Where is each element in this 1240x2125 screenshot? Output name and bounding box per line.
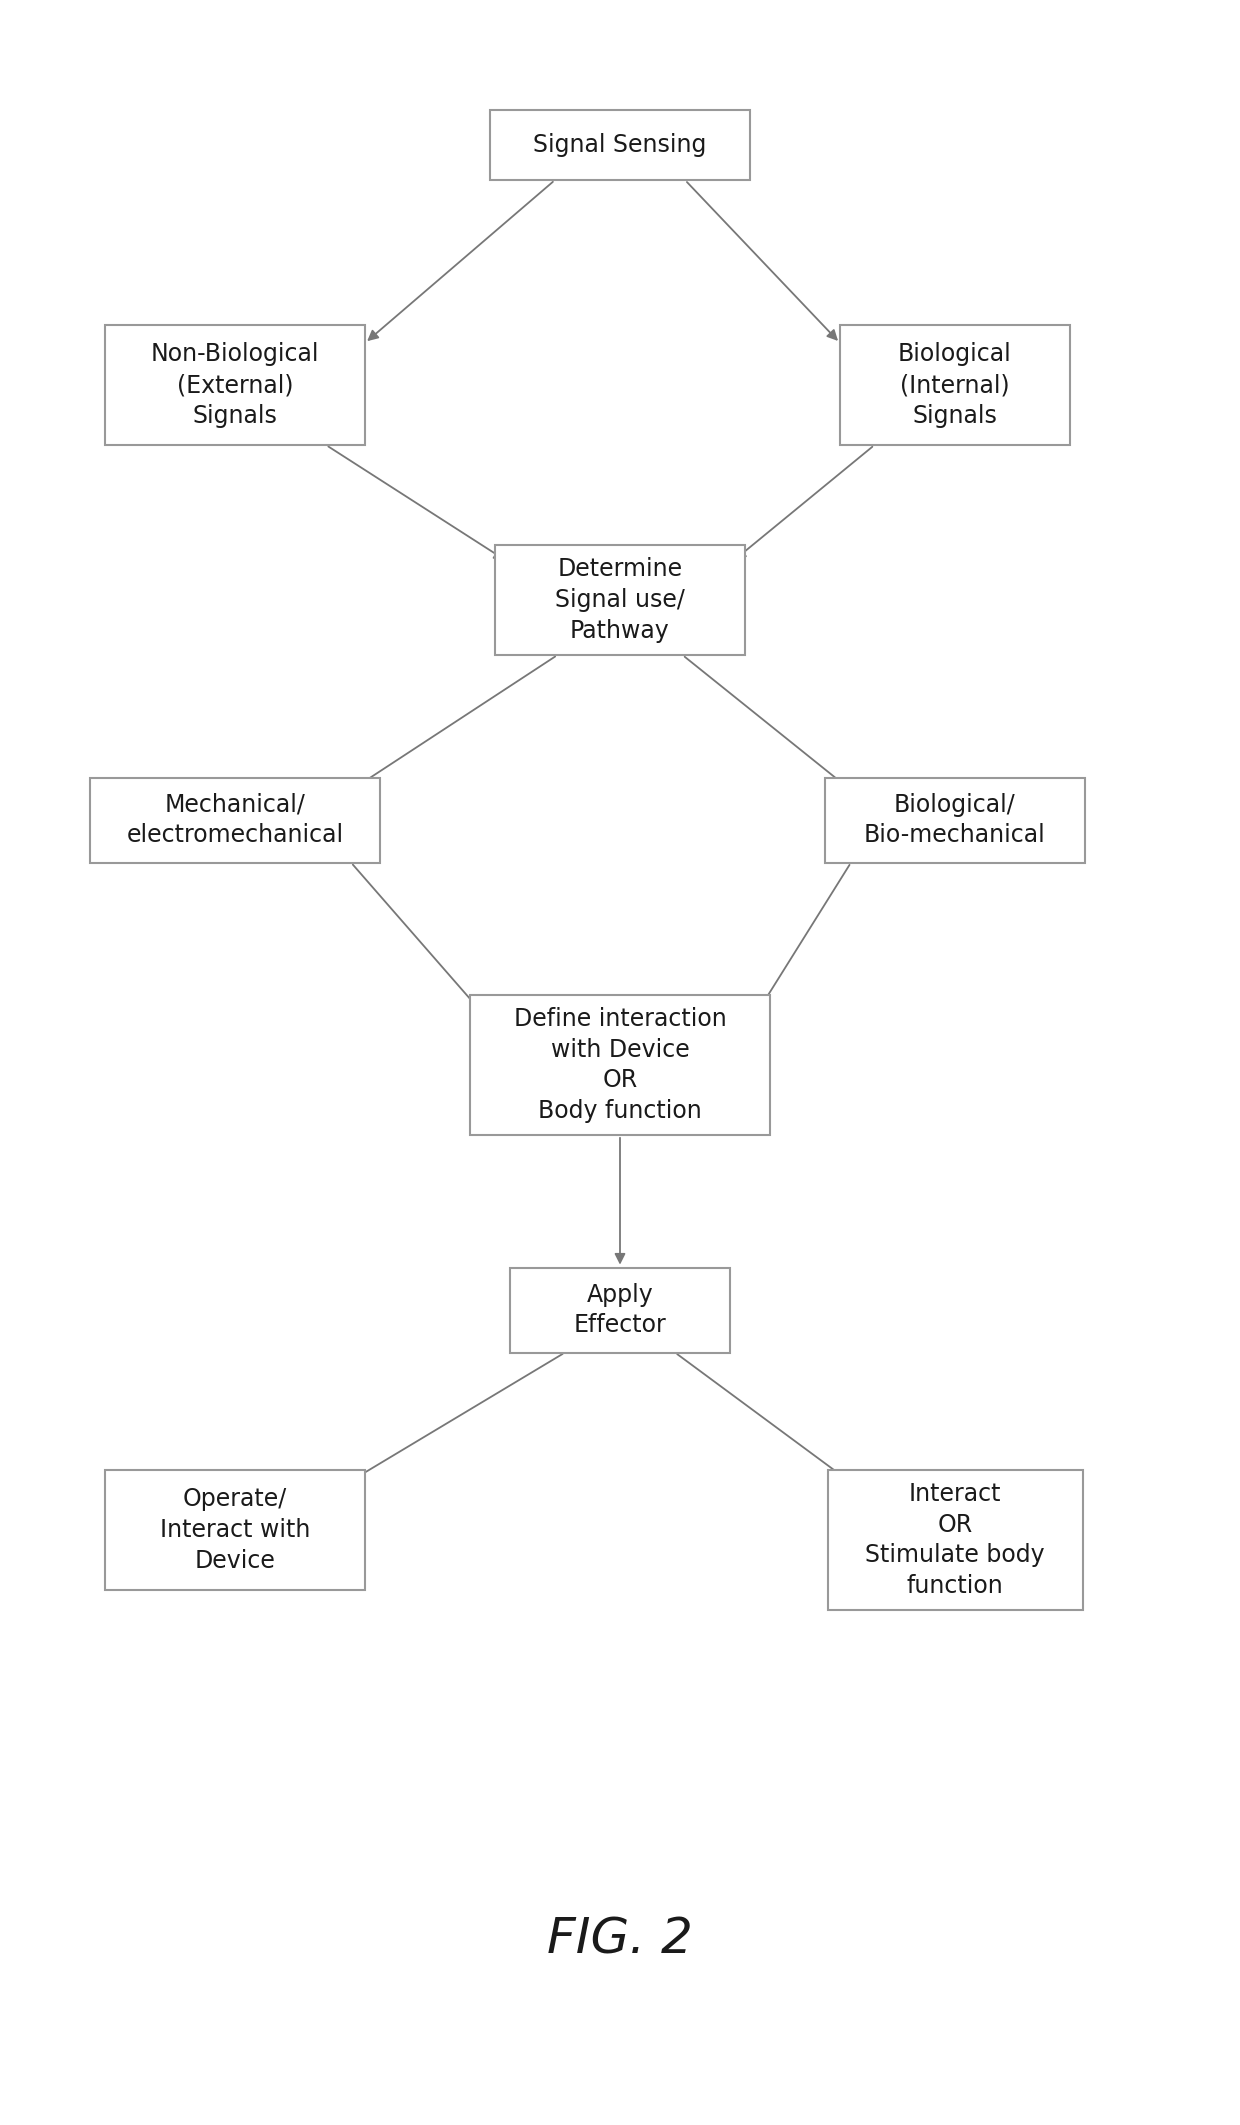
FancyBboxPatch shape — [510, 1266, 730, 1352]
Text: Define interaction
with Device
OR
Body function: Define interaction with Device OR Body f… — [513, 1007, 727, 1122]
Text: Biological/
Bio-mechanical: Biological/ Bio-mechanical — [864, 793, 1045, 848]
Text: FIG. 2: FIG. 2 — [547, 1917, 693, 1964]
Text: Apply
Effector: Apply Effector — [574, 1284, 666, 1337]
FancyBboxPatch shape — [105, 325, 365, 444]
Text: Interact
OR
Stimulate body
function: Interact OR Stimulate body function — [866, 1481, 1045, 1598]
FancyBboxPatch shape — [839, 325, 1070, 444]
FancyBboxPatch shape — [825, 778, 1085, 863]
FancyBboxPatch shape — [827, 1470, 1083, 1611]
Text: Biological
(Internal)
Signals: Biological (Internal) Signals — [898, 342, 1012, 427]
FancyBboxPatch shape — [490, 110, 750, 181]
FancyBboxPatch shape — [105, 1470, 365, 1590]
Text: Mechanical/
electromechanical: Mechanical/ electromechanical — [126, 793, 343, 848]
Text: Operate/
Interact with
Device: Operate/ Interact with Device — [160, 1488, 310, 1572]
FancyBboxPatch shape — [470, 995, 770, 1135]
Text: Signal Sensing: Signal Sensing — [533, 134, 707, 157]
Text: Non-Biological
(External)
Signals: Non-Biological (External) Signals — [151, 342, 319, 427]
FancyBboxPatch shape — [495, 544, 745, 654]
FancyBboxPatch shape — [91, 778, 379, 863]
Text: Determine
Signal use/
Pathway: Determine Signal use/ Pathway — [556, 557, 684, 642]
